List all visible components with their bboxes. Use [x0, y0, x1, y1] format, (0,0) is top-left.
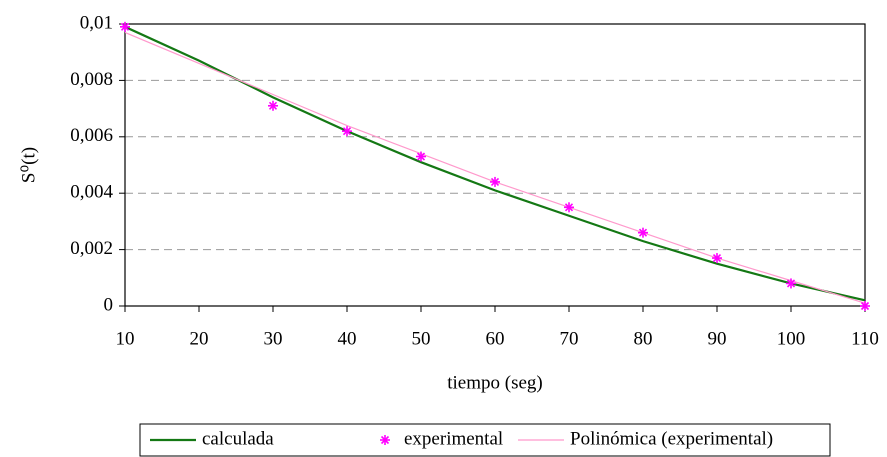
- y-tick-label: 0,002: [70, 238, 113, 259]
- x-tick-label: 40: [338, 328, 357, 349]
- x-tick-label: 50: [412, 328, 431, 349]
- legend-marker: [380, 435, 390, 445]
- marker-stroke: [342, 127, 352, 136]
- marker-stroke: [120, 22, 130, 31]
- y-tick-label: 0,01: [80, 12, 113, 33]
- plot-frame: [124, 23, 866, 307]
- x-tick-label: 20: [190, 328, 209, 349]
- data-point: [786, 278, 796, 289]
- data-point: [416, 151, 426, 162]
- marker-stroke: [860, 301, 870, 311]
- marker-stroke: [638, 228, 648, 237]
- data-point: [490, 176, 500, 187]
- legend-box: [139, 423, 831, 457]
- x-tick-label: 60: [486, 328, 505, 349]
- data-point: [342, 126, 352, 137]
- data-point: [860, 301, 870, 311]
- y-tick-label: 0: [104, 294, 114, 315]
- marker-stroke: [712, 253, 722, 263]
- data-point: [120, 21, 130, 32]
- data-point: [638, 227, 648, 238]
- x-tick-label: 100: [777, 328, 806, 349]
- x-tick-label: 10: [116, 328, 135, 349]
- x-tick-label: 80: [634, 328, 653, 349]
- legend: calculada experimental Polinómica (experim…: [139, 423, 831, 457]
- x-tick-label: 70: [560, 328, 579, 349]
- x-axis-label: tiempo (seg): [447, 372, 543, 393]
- data-point: [712, 253, 722, 264]
- marker-stroke: [268, 101, 278, 110]
- y-tick-label: 0,004: [70, 182, 113, 203]
- x-tick-label: 30: [264, 328, 283, 349]
- x-tick-label: 90: [708, 328, 727, 349]
- legend-label: calculada: [202, 428, 274, 449]
- y-tick-label: 0,008: [70, 69, 113, 90]
- series-line: [124, 25, 866, 302]
- y-axis-label: S⁰(t): [18, 147, 39, 183]
- x-tick-label: 110: [851, 328, 879, 349]
- legend-label: experimental: [404, 428, 503, 449]
- marker-stroke: [380, 435, 390, 445]
- data-point: [564, 202, 574, 213]
- y-tick-label: 0,006: [70, 125, 113, 146]
- marker-stroke: [786, 279, 796, 288]
- data-point: [268, 100, 278, 111]
- marker-stroke: [416, 152, 426, 161]
- marker-stroke: [564, 203, 574, 212]
- legend-label: Polinómica (experimental): [570, 428, 773, 449]
- series-line: [124, 31, 866, 304]
- marker-stroke: [490, 177, 500, 186]
